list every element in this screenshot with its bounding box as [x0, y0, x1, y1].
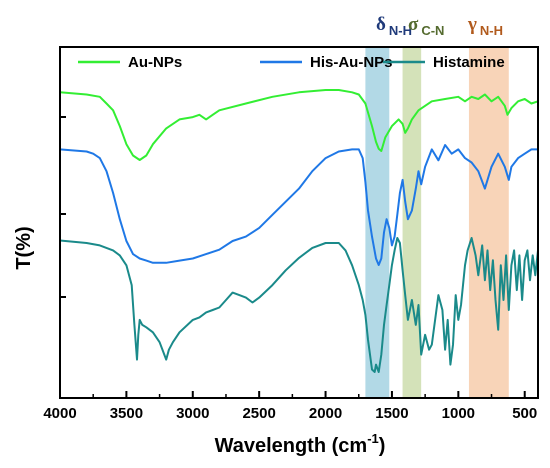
x-tick-label: 4000: [43, 405, 76, 422]
band-labels: δ N-Hσ C-N γ N-H: [376, 14, 503, 38]
x-tick-label: 500: [512, 405, 537, 422]
x-axis-ticks: 4000 3500 3000 2500 2000 1500 1000 500: [43, 391, 537, 422]
band-gamma_NH: [468, 48, 509, 398]
legend: Au-NPs His-Au-NPs Histamine: [78, 54, 505, 71]
band-sigma_CN: [402, 48, 422, 398]
x-tick-label: 1000: [442, 405, 475, 422]
x-tick-label: 2500: [242, 405, 275, 422]
x-tick-label: 1500: [375, 405, 408, 422]
legend-label: His-Au-NPs: [310, 54, 393, 71]
series-line-histamine: [59, 237, 539, 373]
series-line-his-au-nps: [59, 144, 538, 266]
band-layer: [365, 48, 509, 398]
band-symbol-delta_NH: δ: [376, 14, 386, 35]
band-delta_NH: [365, 48, 390, 398]
band-sub-gamma_NH: N-H: [480, 23, 503, 38]
plot-border: [59, 46, 539, 399]
band-sub-sigma_CN: C-N: [421, 23, 444, 38]
x-tick-label: 3000: [176, 405, 209, 422]
band-label-delta_NH: δ N-H: [376, 14, 412, 38]
series-layer: [59, 89, 539, 373]
series-line-au-nps: [59, 89, 539, 161]
legend-item-histamine: Histamine: [383, 54, 505, 71]
band-label-sigma_CN: σ C-N: [408, 14, 444, 38]
x-axis-title-main: Wavelength (cm: [215, 435, 368, 457]
plot-frame: [59, 46, 539, 399]
x-axis-title: Wavelength (cm-1): [215, 431, 386, 457]
band-label-gamma_NH: γ N-H: [467, 14, 503, 38]
legend-label: Au-NPs: [128, 54, 182, 71]
y-axis-title: T(%): [13, 226, 35, 269]
legend-label: Histamine: [433, 54, 505, 71]
legend-item-au-nps: Au-NPs: [78, 54, 182, 71]
band-symbol-sigma_CN: σ: [408, 14, 419, 35]
x-axis-title-close: ): [379, 435, 386, 457]
x-tick-label: 3500: [110, 405, 143, 422]
band-sub-delta_NH: N-H: [389, 23, 412, 38]
legend-item-his-au-nps: His-Au-NPs: [260, 54, 393, 71]
band-symbol-gamma_NH: γ: [467, 14, 477, 35]
x-axis-title-sup: -1: [367, 431, 379, 446]
x-tick-label: 2000: [309, 405, 342, 422]
